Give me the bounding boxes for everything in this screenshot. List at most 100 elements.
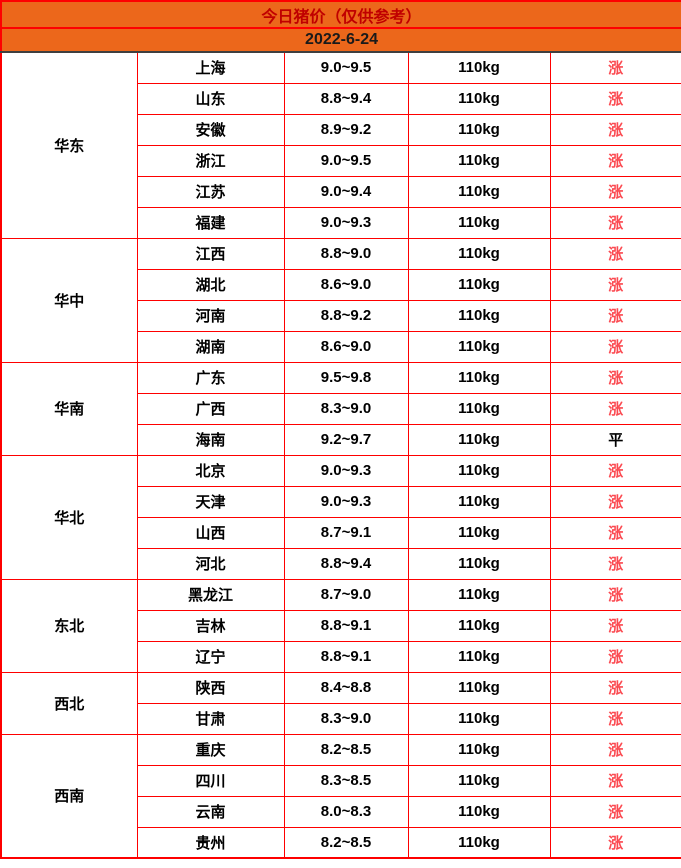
- province-cell: 四川: [136, 764, 285, 797]
- price-cell: 8.7~9.1: [283, 516, 409, 549]
- table-row: 四川 8.3~8.5 110kg 涨: [1, 764, 681, 797]
- status-cell: 涨: [549, 702, 681, 735]
- price-cell: 9.0~9.4: [283, 175, 409, 208]
- weight-cell: 110kg: [407, 764, 551, 797]
- weight-cell: 110kg: [407, 640, 551, 673]
- table-row: 西南 重庆 8.2~8.5 110kg 涨: [0, 733, 681, 859]
- region-cell: 华北: [0, 454, 138, 580]
- status-cell: 涨: [549, 299, 681, 332]
- province-cell: 湖北: [136, 268, 285, 301]
- price-cell: 8.3~9.0: [283, 392, 409, 425]
- price-table-body: 华东 上海 9.0~9.5 110kg 涨山东 8.8~9.4 110kg 涨安徽 8.9~9.…: [0, 51, 681, 859]
- status-cell: 涨: [549, 82, 681, 115]
- price-cell: 8.7~9.0: [283, 578, 409, 611]
- weight-cell: 110kg: [407, 175, 551, 208]
- price-cell: 9.0~9.3: [283, 485, 409, 518]
- price-cell: 8.8~9.4: [283, 547, 409, 580]
- table-row: 山东 8.8~9.4 110kg 涨: [1, 82, 681, 115]
- price-cell: 8.6~9.0: [283, 330, 409, 363]
- table-row: 华东 上海 9.0~9.5 110kg 涨: [0, 51, 681, 239]
- weight-cell: 110kg: [407, 113, 551, 146]
- price-cell: 8.3~8.5: [283, 764, 409, 797]
- status-cell: 涨: [549, 237, 681, 270]
- price-cell: 8.8~9.4: [283, 82, 409, 115]
- status-cell: 平: [549, 423, 681, 456]
- status-cell: 涨: [549, 454, 681, 487]
- price-cell: 8.8~9.1: [283, 609, 409, 642]
- weight-cell: 110kg: [407, 361, 551, 394]
- price-cell: 9.5~9.8: [283, 361, 409, 394]
- weight-cell: 110kg: [407, 268, 551, 301]
- weight-cell: 110kg: [407, 392, 551, 425]
- weight-cell: 110kg: [407, 609, 551, 642]
- status-cell: 涨: [549, 609, 681, 642]
- price-cell: 9.0~9.3: [283, 454, 409, 487]
- province-cell: 河北: [136, 547, 285, 580]
- price-cell: 8.8~9.2: [283, 299, 409, 332]
- page-title: 今日猪价（仅供参考）: [1, 1, 681, 29]
- status-cell: 涨: [549, 640, 681, 673]
- status-cell: 涨: [549, 733, 681, 766]
- table-row: 华北 北京 9.0~9.3 110kg 涨: [0, 454, 681, 580]
- weight-cell: 110kg: [407, 826, 551, 859]
- weight-cell: 110kg: [407, 144, 551, 177]
- table-row: 天津 9.0~9.3 110kg 涨: [1, 485, 681, 518]
- province-cell: 陕西: [136, 671, 285, 704]
- table-row: 海南 9.2~9.7 110kg 平: [1, 423, 681, 456]
- table-row: 西北 陕西 8.4~8.8 110kg 涨: [0, 671, 681, 735]
- weight-cell: 110kg: [407, 237, 551, 270]
- status-cell: 涨: [549, 361, 681, 394]
- status-cell: 涨: [549, 175, 681, 208]
- table-row: 河南 8.8~9.2 110kg 涨: [1, 299, 681, 332]
- weight-cell: 110kg: [407, 423, 551, 456]
- weight-cell: 110kg: [407, 516, 551, 549]
- price-cell: 9.0~9.5: [283, 144, 409, 177]
- price-cell: 8.8~9.0: [283, 237, 409, 270]
- province-cell: 广西: [136, 392, 285, 425]
- price-cell: 9.2~9.7: [283, 423, 409, 456]
- title-row: 今日猪价（仅供参考）: [1, 1, 681, 29]
- province-cell: 北京: [136, 454, 285, 487]
- table-header: 今日猪价（仅供参考） 2022-6-24: [1, 1, 681, 53]
- status-cell: 涨: [549, 206, 681, 239]
- status-cell: 涨: [549, 51, 681, 84]
- table-row: 河北 8.8~9.4 110kg 涨: [1, 547, 681, 580]
- table-row: 山西 8.7~9.1 110kg 涨: [1, 516, 681, 549]
- status-cell: 涨: [549, 485, 681, 518]
- price-cell: 8.2~8.5: [283, 733, 409, 766]
- status-cell: 涨: [549, 113, 681, 146]
- price-cell: 8.3~9.0: [283, 702, 409, 735]
- price-cell: 8.2~8.5: [283, 826, 409, 859]
- table-row: 华中 江西 8.8~9.0 110kg 涨: [0, 237, 681, 363]
- province-cell: 广东: [136, 361, 285, 394]
- price-cell: 8.9~9.2: [283, 113, 409, 146]
- weight-cell: 110kg: [407, 51, 551, 84]
- price-cell: 8.0~8.3: [283, 795, 409, 828]
- table-row: 福建 9.0~9.3 110kg 涨: [1, 206, 681, 239]
- status-cell: 涨: [549, 268, 681, 301]
- weight-cell: 110kg: [407, 485, 551, 518]
- weight-cell: 110kg: [407, 671, 551, 704]
- weight-cell: 110kg: [407, 206, 551, 239]
- price-cell: 8.6~9.0: [283, 268, 409, 301]
- region-cell: 华东: [0, 51, 138, 239]
- status-cell: 涨: [549, 578, 681, 611]
- province-cell: 山西: [136, 516, 285, 549]
- price-cell: 9.0~9.5: [283, 51, 409, 84]
- province-cell: 辽宁: [136, 640, 285, 673]
- weight-cell: 110kg: [407, 578, 551, 611]
- province-cell: 上海: [136, 51, 285, 84]
- status-cell: 涨: [549, 392, 681, 425]
- table-row: 东北 黑龙江 8.7~9.0 110kg 涨: [0, 578, 681, 673]
- table-row: 广西 8.3~9.0 110kg 涨: [1, 392, 681, 425]
- province-cell: 甘肃: [136, 702, 285, 735]
- province-cell: 湖南: [136, 330, 285, 363]
- weight-cell: 110kg: [407, 82, 551, 115]
- weight-cell: 110kg: [407, 454, 551, 487]
- province-cell: 浙江: [136, 144, 285, 177]
- weight-cell: 110kg: [407, 299, 551, 332]
- status-cell: 涨: [549, 795, 681, 828]
- region-cell: 西南: [0, 733, 138, 859]
- weight-cell: 110kg: [407, 330, 551, 363]
